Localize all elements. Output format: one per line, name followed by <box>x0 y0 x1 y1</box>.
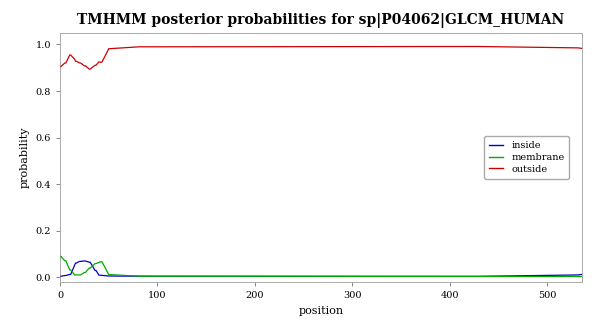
X-axis label: position: position <box>298 306 344 316</box>
Title: TMHMM posterior probabilities for sp|P04062|GLCM_HUMAN: TMHMM posterior probabilities for sp|P04… <box>77 13 565 29</box>
Legend: inside, membrane, outside: inside, membrane, outside <box>484 136 569 179</box>
Y-axis label: probability: probability <box>20 127 30 188</box>
